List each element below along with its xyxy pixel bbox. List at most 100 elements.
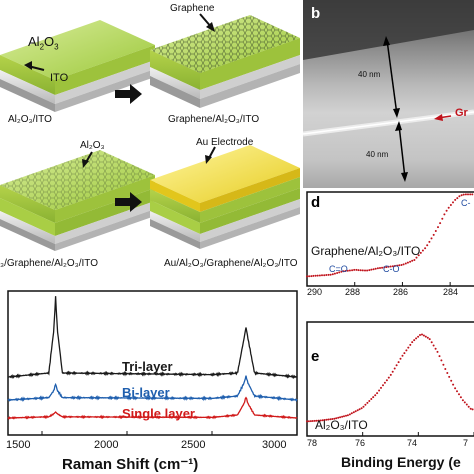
xps-c1s-point [355,268,358,271]
xps-al2p-point [469,407,472,410]
xps-c1s-point [460,194,463,197]
xps-c1s-point [428,240,431,243]
tick-2500: 2500 [181,439,206,451]
xps-c1s-point [381,266,384,269]
xps-c1s-point [409,260,412,263]
xps-c1s-point [421,249,424,252]
xps-al2p-point [436,350,439,353]
xps-al2p-point [323,419,326,421]
xps-al2p-point [467,405,470,408]
xps-al2p-point [465,403,468,406]
panel-e-xps-al2p: e Al₂O₃/ITO 78 76 74 7 Binding Energy (e [303,318,474,474]
tick-7: 7 [463,438,469,448]
xps-c1s-point [327,273,330,276]
xps-c1s-point [318,274,321,277]
xps-c1s-point [374,267,377,270]
xps-al2p-point [358,408,361,411]
xps-c1s-point [316,274,319,277]
xps-c1s-point [391,265,394,268]
raman-plot-frame [7,290,298,436]
xps-al2p-point [325,418,328,421]
xps-c1s-point [471,193,474,196]
tick-288: 288 [345,287,361,297]
arrow-right-2 [115,192,142,212]
xps-al2p-point [428,338,431,341]
xps-c1s-point [404,262,407,265]
xps-c1s-point [445,209,448,212]
xps-c1s-point [467,193,469,196]
xps-c1s-point [400,264,403,266]
xps-al2p-point [331,418,334,420]
raman-series-single-layer [7,396,298,420]
xps-c1s-point [389,265,392,268]
xps-al2p-point [395,364,398,367]
stack-au-al2o3-graphene-al2o3-ito [150,145,300,249]
xps-c1s-point [314,274,317,277]
xps-al2p-point [329,418,332,421]
tick-78: 78 [307,438,318,448]
xps-c1s-frame [306,191,474,287]
xps-c1s-point [338,271,341,274]
raman-xlabel: Raman Shift (cm⁻¹) [62,456,199,473]
xps-c1s-plot [306,191,474,287]
panel-b-tem-image: b 40 nm 40 nm Gr [303,0,474,188]
xps-al2p-point [409,343,412,346]
xps-al2p-point [413,339,416,342]
xps-c1s-point [368,269,371,272]
xps-al2p-point [440,359,443,362]
xps-al2p-point [309,420,312,423]
xps-al2p-point [415,337,418,340]
xps-c1s-point [458,195,461,198]
tick-284: 284 [443,287,459,297]
xps-al2p-point [362,405,365,408]
caption-al2o3-ito: Al₂O₃/ITO [8,114,52,125]
xps-c1s-point [454,198,457,201]
xps-al2p-point [438,355,441,358]
xps-c1s-point [387,265,390,268]
stack-graphene-al2o3-ito [150,15,300,108]
xps-al2p-point [374,394,377,397]
panel-e-letter: e [311,348,320,365]
xps-c1s-point [430,237,433,240]
xps-al2p-point [368,400,371,402]
xps-al2p-point [356,409,359,412]
xps-al2p-point [343,415,345,418]
legend-single-layer: Single layer [122,406,195,421]
xps-al2p-point [446,372,449,374]
xps-c1s-point [394,264,396,267]
xps-al2p-point [372,396,375,399]
xps-c1s-point [310,275,313,278]
raman-series-tri-layer [7,296,298,380]
xps-al2p-point [335,417,338,420]
al2o3-label-mid: Al₂O₃ [80,140,105,151]
xps-c1s-point [469,193,472,196]
xps-c1s-point [424,247,427,250]
xps-c1s-point [413,259,416,261]
peak-label-c-double-o: C=O [329,264,348,274]
xps-al2p-point [327,418,330,421]
caption-au-stack: Au/Al₂O₃/Graphene/Al₂O₃/ITO [164,258,298,269]
xps-al2p-point [311,420,314,422]
xps-c1s-point [329,273,332,276]
caption-graphene-al2o3-ito: Graphene/Al₂O₃/ITO [168,114,260,125]
xps-c1s-point [406,261,409,264]
xps-c1s-point [336,272,339,274]
xps-c1s-point [361,269,364,272]
panel-e-xlabel: Binding Energy (e [341,454,461,470]
xps-c1s-point [333,272,336,275]
xps-al2p-point [376,392,379,395]
xps-c1s-point [443,213,446,216]
xps-al2p-point [370,398,373,400]
xps-c1s-point [449,204,452,206]
xps-al2p-point [459,396,462,399]
xps-al2p-point [387,376,390,379]
xps-c1s-point [359,269,362,272]
au-electrode-label: Au Electrode [196,137,254,148]
xps-c1s-point [353,268,356,271]
xps-c1s-point [372,268,375,271]
xps-al2p-point [315,419,318,422]
xps-al2p-point [442,363,445,366]
xps-al2p-point [421,333,423,336]
xps-c1s-point [437,226,439,229]
xps-al2p-frame [306,321,474,437]
